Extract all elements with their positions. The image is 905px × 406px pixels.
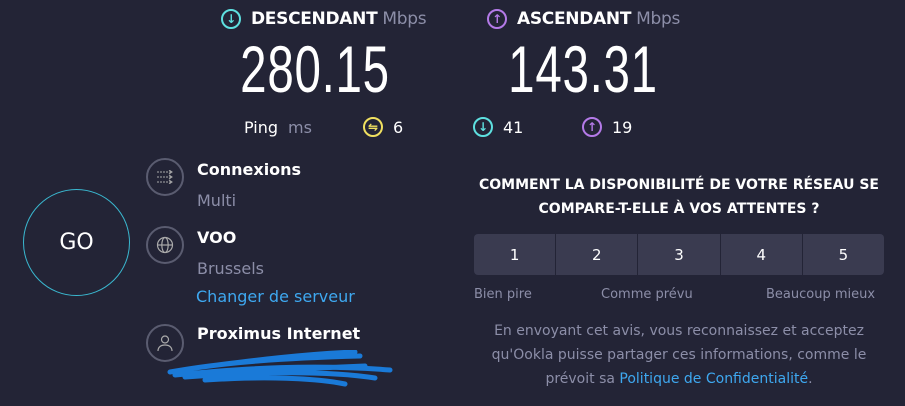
download-label: DESCENDANT [251,9,378,29]
connections-label: Connexions [197,160,302,179]
connections-icon [146,158,184,196]
arrow-down-circle-icon: ↓ [473,117,493,137]
arrow-down-circle-icon: ↓ [221,9,241,29]
rating-option-1[interactable]: 1 [474,234,557,275]
ping-upload: ↑ 19 [582,117,632,137]
ping-download-value: 41 [503,117,524,137]
rating-low-label: Bien pire [474,287,532,302]
redaction-scribble [167,350,393,387]
arrow-up-circle-icon: ↑ [487,9,507,29]
go-button[interactable]: GO [23,189,130,296]
disclaimer-line: En envoyant cet avis, vous reconnaissez … [494,323,864,339]
rating-option-4[interactable]: 4 [720,234,803,275]
rating-option-5[interactable]: 5 [802,234,884,275]
upload-unit: Mbps [636,9,681,29]
download-header: ↓ DESCENDANT Mbps [221,9,427,29]
rating-mid-label: Comme prévu [601,287,693,302]
server-name: VOO [197,228,237,247]
rating-option-3[interactable]: 3 [638,234,721,275]
upload-label: ASCENDANT [517,9,632,29]
rating-option-2[interactable]: 2 [556,234,639,275]
ping-idle: ⇋ 6 [363,117,403,137]
upload-value: 143.31 [508,32,658,106]
globe-icon [146,226,184,264]
ping-download: ↓ 41 [473,117,523,137]
download-value: 280.15 [240,32,390,106]
privacy-policy-link[interactable]: Politique de Confidentialité [619,371,809,387]
connections-value[interactable]: Multi [197,191,237,210]
go-label: GO [59,230,94,255]
change-server-link[interactable]: Changer de serveur [196,287,355,306]
user-icon [146,324,184,362]
ping-label-group: Ping ms [244,118,312,137]
download-unit: Mbps [382,9,427,29]
ping-upload-value: 19 [612,117,633,137]
ping-idle-icon: ⇋ [363,117,383,137]
disclaimer-end: . [808,371,813,387]
ping-label: Ping [244,118,279,137]
arrow-up-circle-icon: ↑ [582,117,602,137]
survey-question-line: COMPARE-T-ELLE À VOS ATTENTES ? [538,201,820,217]
ping-unit: ms [288,118,312,137]
disclaimer-text: prévoit sa [545,371,620,387]
ping-idle-value: 6 [393,117,404,137]
survey-disclaimer: En envoyant cet avis, vous reconnaissez … [464,319,894,391]
survey-question-line: COMMENT LA DISPONIBILITÉ DE VOTRE RÉSEAU… [479,177,879,193]
rating-high-label: Beaucoup mieux [766,287,876,302]
disclaimer-line: prévoit sa Politique de Confidentialité. [464,367,894,391]
survey-question: COMMENT LA DISPONIBILITÉ DE VOTRE RÉSEAU… [464,173,894,221]
server-location: Brussels [197,259,264,278]
rating-scale: 1 2 3 4 5 [474,234,884,275]
disclaimer-line: qu'Ookla puisse partager ces information… [491,347,867,363]
provider-name: Proximus Internet [197,324,361,343]
upload-header: ↑ ASCENDANT Mbps [487,9,680,29]
